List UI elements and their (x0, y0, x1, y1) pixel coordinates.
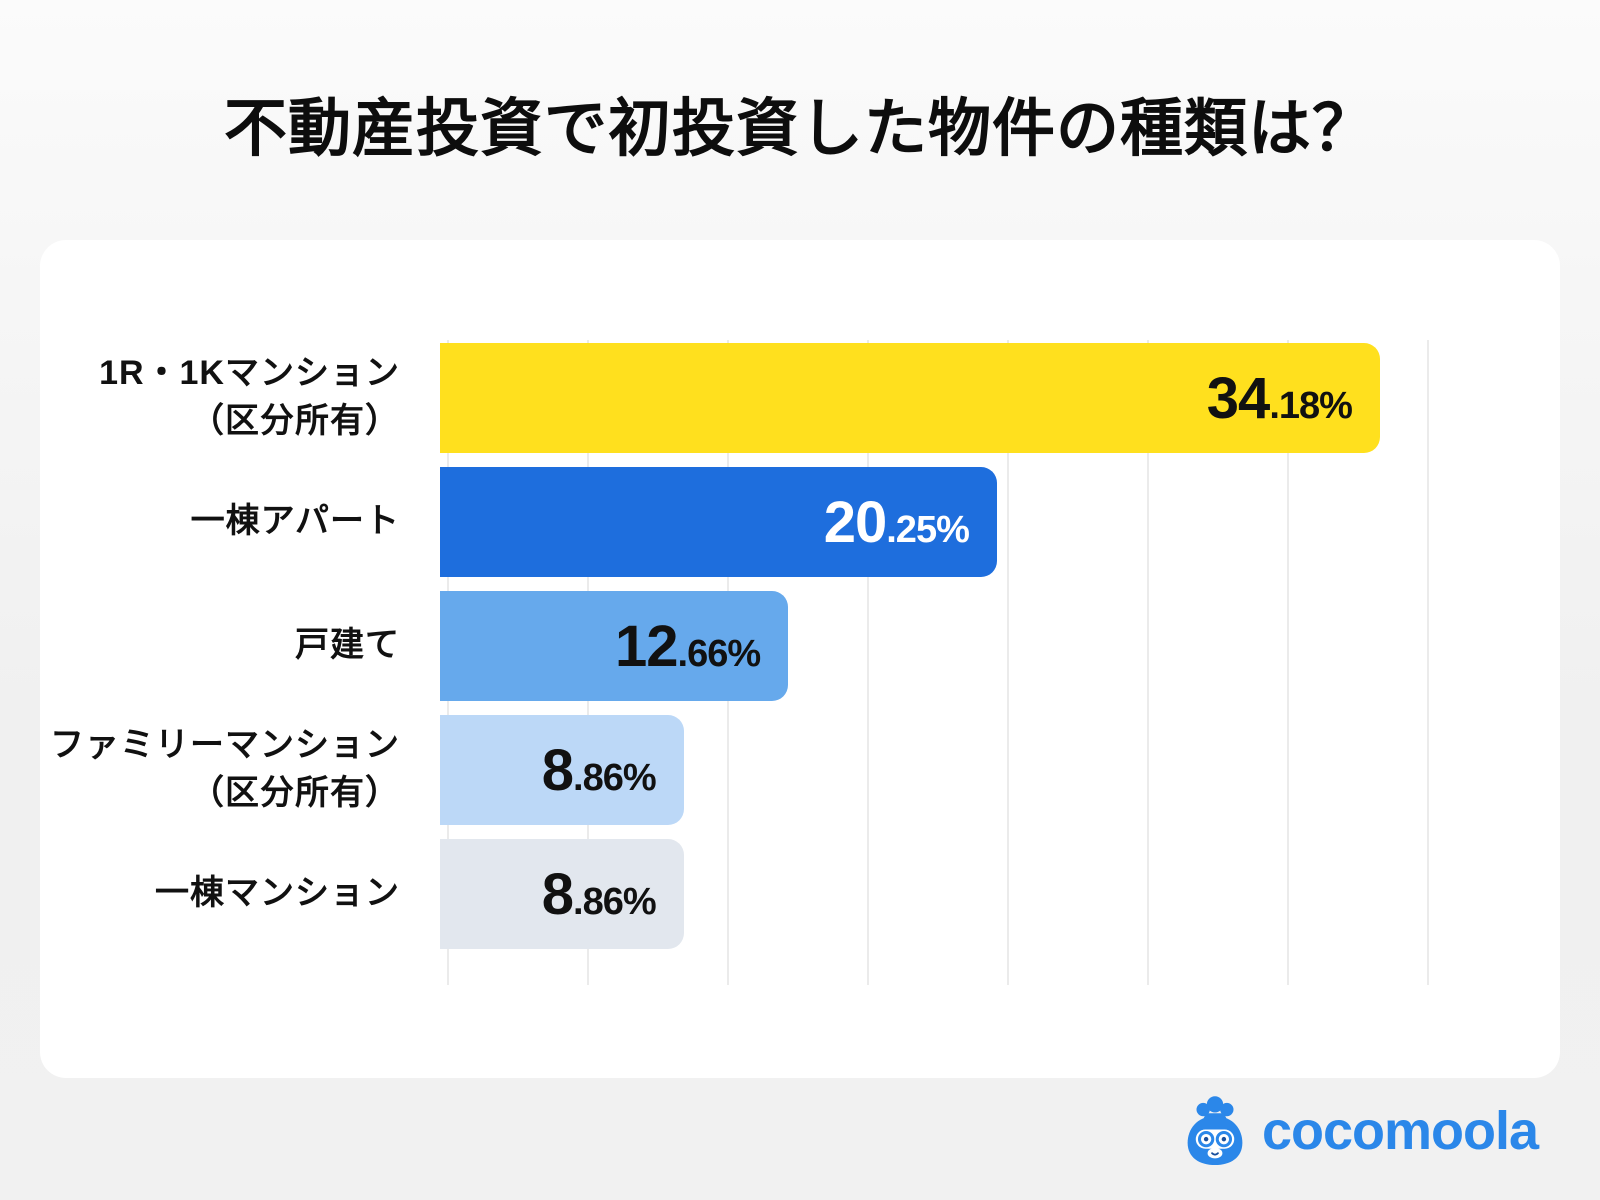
bar: 20.25% (440, 467, 997, 577)
category-label: 戸建て (40, 591, 400, 701)
gridline (867, 340, 869, 985)
bar-track: 8.86% (440, 839, 1560, 949)
category-label-line: 一棟マンション (155, 874, 400, 913)
category-label-line: 一棟アパート (190, 502, 400, 541)
bar-row: 1R・1Kマンション （区分所有） 34.18% (40, 343, 1560, 453)
category-label-line: （区分所有） (190, 774, 400, 812)
bar-row: 一棟アパート 20.25% (40, 467, 1560, 577)
gridline (1147, 340, 1149, 985)
category-label: 一棟アパート (40, 467, 400, 577)
bar-track: 20.25% (440, 467, 1560, 577)
value-label: 8.86% (541, 861, 657, 927)
category-label: ファミリーマンション （区分所有） (40, 715, 400, 825)
bar: 12.66% (440, 591, 789, 701)
bar-track: 8.86% (440, 715, 1560, 825)
value-label: 34.18% (1206, 365, 1353, 431)
category-label-line: （区分所有） (190, 402, 400, 440)
bar-track: 34.18% (440, 343, 1560, 453)
bar-chart: 1R・1Kマンション （区分所有） 34.18% 一棟アパート 20.25% (40, 343, 1560, 949)
value-label: 20.25% (823, 489, 970, 555)
bar: 8.86% (440, 839, 684, 949)
bar-row: 一棟マンション 8.86% (40, 839, 1560, 949)
value-label: 12.66% (615, 613, 761, 679)
bar-row: ファミリーマンション （区分所有） 8.86% (40, 715, 1560, 825)
chart-card: 1R・1Kマンション （区分所有） 34.18% 一棟アパート 20.25% (40, 240, 1560, 1078)
value-label: 8.86% (541, 737, 657, 803)
brand-logo-text: cocomoola (1261, 1101, 1539, 1161)
brand-logo: cocomoola (1178, 1094, 1539, 1168)
page-title: 不動産投資で初投資した物件の種類は？ (224, 94, 1376, 164)
category-label: 1R・1Kマンション （区分所有） (40, 343, 400, 453)
bar-row: 戸建て 12.66% (40, 591, 1560, 701)
category-label-line: 戸建て (295, 626, 400, 665)
gridline (1007, 340, 1009, 985)
money-bag-mascot-icon (1187, 1096, 1243, 1166)
bar-track: 12.66% (440, 591, 1560, 701)
gridline (1287, 340, 1289, 985)
category-label-line: 1R・1Kマンション (99, 354, 400, 393)
bar: 34.18% (440, 343, 1380, 453)
category-label-line: ファミリーマンション (50, 726, 400, 765)
category-label: 一棟マンション (40, 839, 400, 949)
gridline (1427, 340, 1429, 985)
bar: 8.86% (440, 715, 684, 825)
